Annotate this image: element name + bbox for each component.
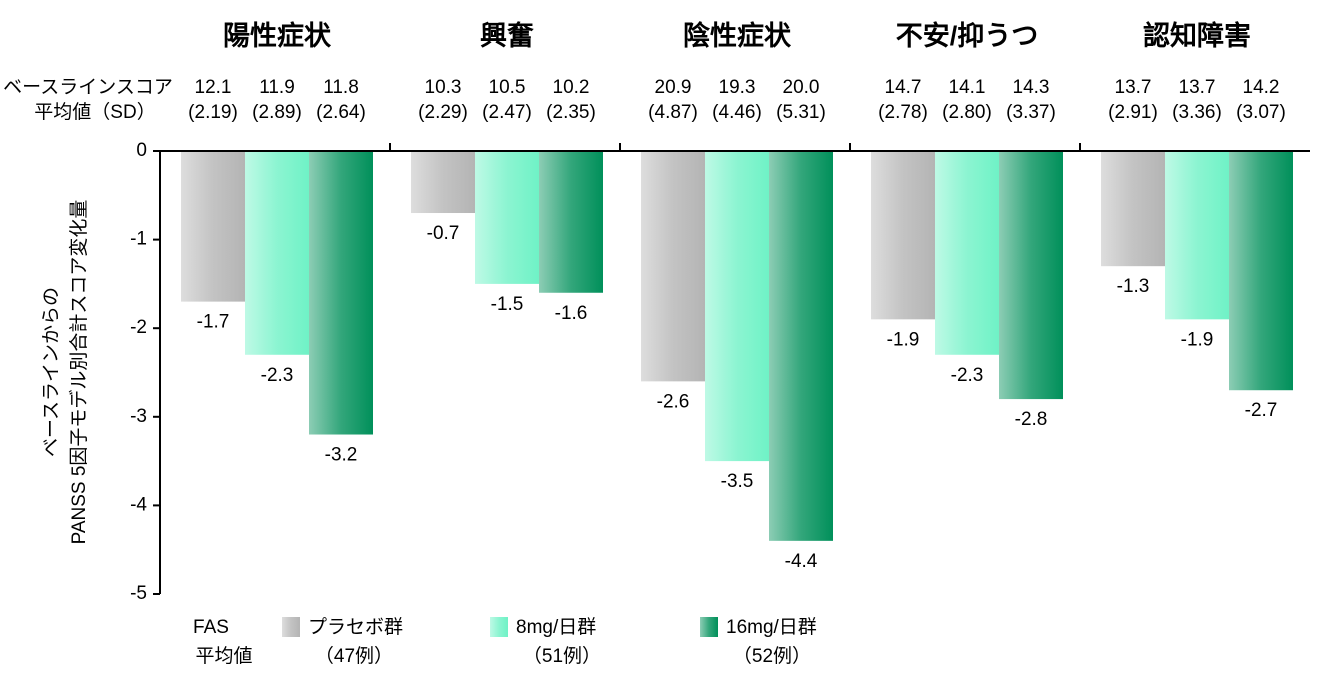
legend-count: （52例） <box>733 645 811 667</box>
baseline-mean: 14.3 <box>1013 77 1050 98</box>
baseline-sd: (2.47) <box>482 102 532 123</box>
bar <box>411 151 475 214</box>
legend-count: （51例） <box>523 645 601 667</box>
bar <box>935 151 999 355</box>
baseline-sd: (3.37) <box>1006 102 1056 123</box>
baseline-sd: (4.46) <box>712 102 762 123</box>
baseline-mean: 12.1 <box>195 77 232 98</box>
baseline-mean: 10.5 <box>489 77 526 98</box>
category-title: 興奮 <box>480 21 534 51</box>
baseline-label: ベースラインスコア <box>3 77 173 98</box>
y-tick-label: -3 <box>130 406 147 427</box>
baseline-mean: 13.7 <box>1179 77 1216 98</box>
baseline-mean: 10.3 <box>425 77 462 98</box>
bar <box>705 151 769 462</box>
legend-label: 16mg/日群 <box>726 616 817 638</box>
data-label: -1.5 <box>491 294 524 315</box>
bar <box>1165 151 1229 320</box>
y-axis-label: PANSS 5因子モデル別合計スコア変化量 <box>68 200 90 545</box>
y-tick-label: -5 <box>130 583 147 604</box>
baseline-mean: 14.1 <box>949 77 986 98</box>
bar <box>475 151 539 284</box>
bar <box>871 151 935 320</box>
data-label: -2.7 <box>1245 400 1278 421</box>
bar <box>1229 151 1293 391</box>
legend-title: 平均値 <box>195 645 252 667</box>
bar <box>1101 151 1165 267</box>
baseline-mean: 11.8 <box>323 77 359 98</box>
category-title: 不安/抑うつ <box>896 21 1039 51</box>
bar <box>245 151 309 355</box>
legend-label: 8mg/日群 <box>516 616 596 638</box>
legend-title: FAS <box>193 617 229 638</box>
data-label: -1.6 <box>555 303 588 324</box>
baseline-mean: 20.0 <box>783 77 820 98</box>
baseline-sd: (2.19) <box>188 102 238 123</box>
baseline-sd: (2.35) <box>546 102 596 123</box>
data-label: -1.9 <box>1181 329 1214 350</box>
baseline-sd: (5.31) <box>776 102 826 123</box>
baseline-sd: (2.78) <box>878 102 928 123</box>
bar <box>641 151 705 382</box>
bar <box>309 151 373 435</box>
data-label: -2.3 <box>951 365 984 386</box>
bar <box>181 151 245 302</box>
data-label: -2.6 <box>657 391 690 412</box>
baseline-sd: (2.91) <box>1108 102 1158 123</box>
baseline-mean: 10.2 <box>553 77 590 98</box>
category-title: 陽性症状 <box>223 21 332 51</box>
baseline-mean: 19.3 <box>719 77 756 98</box>
baseline-mean: 14.7 <box>885 77 922 98</box>
legend-swatch <box>700 617 718 637</box>
legend-swatch <box>282 617 300 637</box>
category-title: 認知障害 <box>1143 20 1251 51</box>
baseline-mean: 20.9 <box>655 77 692 98</box>
data-label: -2.3 <box>261 365 294 386</box>
baseline-sd: (3.07) <box>1236 102 1286 123</box>
data-label: -4.4 <box>785 551 818 572</box>
baseline-mean: 13.7 <box>1115 77 1152 98</box>
data-label: -3.5 <box>721 471 754 492</box>
legend-label: プラセボ群 <box>308 616 403 638</box>
baseline-sd: (4.87) <box>648 102 698 123</box>
y-tick-label: -4 <box>130 494 147 515</box>
bar <box>999 151 1063 400</box>
baseline-sd: (2.29) <box>418 102 468 123</box>
baseline-sd: (2.64) <box>316 102 366 123</box>
baseline-sd: (2.80) <box>942 102 992 123</box>
bar <box>769 151 833 541</box>
y-tick-label: -1 <box>130 229 147 250</box>
y-tick-label: -2 <box>130 317 147 338</box>
y-axis-label: ベースラインからの <box>41 287 62 457</box>
data-label: -1.7 <box>197 312 230 333</box>
data-label: -1.9 <box>887 329 920 350</box>
legend-count: （47例） <box>315 645 393 667</box>
bar <box>539 151 603 293</box>
baseline-label: 平均値（SD） <box>34 101 155 123</box>
legend-swatch <box>490 617 508 637</box>
baseline-sd: (2.89) <box>252 102 302 123</box>
y-tick-label: 0 <box>136 140 147 161</box>
baseline-sd: (3.36) <box>1172 102 1222 123</box>
data-label: -1.3 <box>1117 276 1150 297</box>
baseline-mean: 11.9 <box>259 77 295 98</box>
data-label: -0.7 <box>427 223 460 244</box>
data-label: -3.2 <box>325 445 358 466</box>
baseline-mean: 14.2 <box>1243 77 1280 98</box>
data-label: -2.8 <box>1015 409 1048 430</box>
category-title: 陰性症状 <box>683 20 792 51</box>
